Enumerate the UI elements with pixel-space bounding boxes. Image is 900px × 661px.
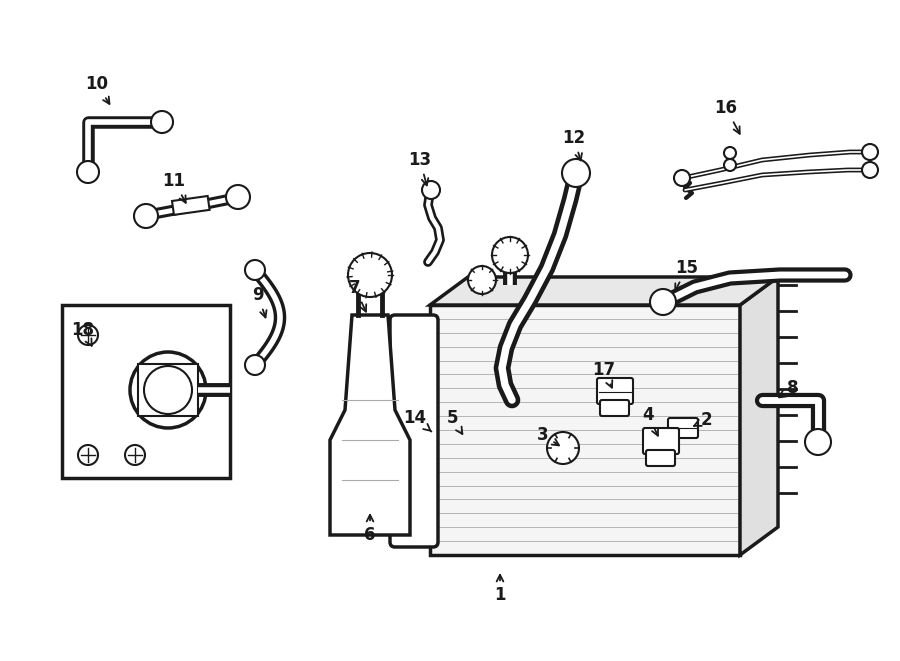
Circle shape (562, 159, 590, 187)
FancyBboxPatch shape (646, 450, 675, 466)
Polygon shape (62, 305, 230, 478)
Text: 16: 16 (715, 99, 740, 134)
Circle shape (226, 185, 250, 209)
Text: 6: 6 (364, 515, 376, 544)
Circle shape (77, 161, 99, 183)
Circle shape (348, 253, 392, 297)
Circle shape (805, 429, 831, 455)
Circle shape (650, 289, 676, 315)
Text: 5: 5 (446, 409, 463, 434)
Text: 3: 3 (537, 426, 559, 446)
Bar (430, 305, 740, 555)
Text: 4: 4 (643, 406, 658, 436)
Text: 14: 14 (403, 409, 431, 432)
FancyBboxPatch shape (597, 378, 633, 404)
Circle shape (245, 355, 265, 375)
Circle shape (130, 352, 206, 428)
Text: 17: 17 (592, 361, 616, 387)
Text: 11: 11 (163, 172, 185, 203)
Polygon shape (330, 315, 410, 535)
Text: 8: 8 (779, 379, 799, 397)
Text: 13: 13 (409, 151, 432, 185)
Text: 18: 18 (71, 321, 94, 346)
FancyBboxPatch shape (643, 428, 679, 454)
Bar (172, 196, 210, 215)
Text: 10: 10 (86, 75, 110, 104)
Bar (138, 364, 198, 416)
Circle shape (724, 159, 736, 171)
Text: 7: 7 (349, 279, 366, 311)
FancyBboxPatch shape (600, 400, 629, 416)
Circle shape (422, 181, 440, 199)
Circle shape (468, 266, 496, 294)
Circle shape (78, 445, 98, 465)
Circle shape (151, 111, 173, 133)
Circle shape (674, 170, 690, 186)
FancyBboxPatch shape (390, 315, 438, 547)
Polygon shape (740, 277, 778, 555)
Circle shape (724, 147, 736, 159)
Circle shape (78, 325, 98, 345)
Polygon shape (430, 277, 778, 305)
Circle shape (125, 445, 145, 465)
Text: 9: 9 (252, 286, 266, 317)
Text: 2: 2 (694, 411, 712, 429)
Circle shape (144, 366, 192, 414)
Circle shape (245, 260, 265, 280)
Circle shape (134, 204, 158, 228)
Circle shape (862, 144, 878, 160)
Text: 1: 1 (494, 575, 506, 604)
Text: 15: 15 (675, 259, 698, 291)
Circle shape (862, 162, 878, 178)
Circle shape (492, 237, 528, 273)
Text: 12: 12 (562, 129, 586, 161)
Circle shape (547, 432, 579, 464)
FancyBboxPatch shape (668, 418, 698, 438)
